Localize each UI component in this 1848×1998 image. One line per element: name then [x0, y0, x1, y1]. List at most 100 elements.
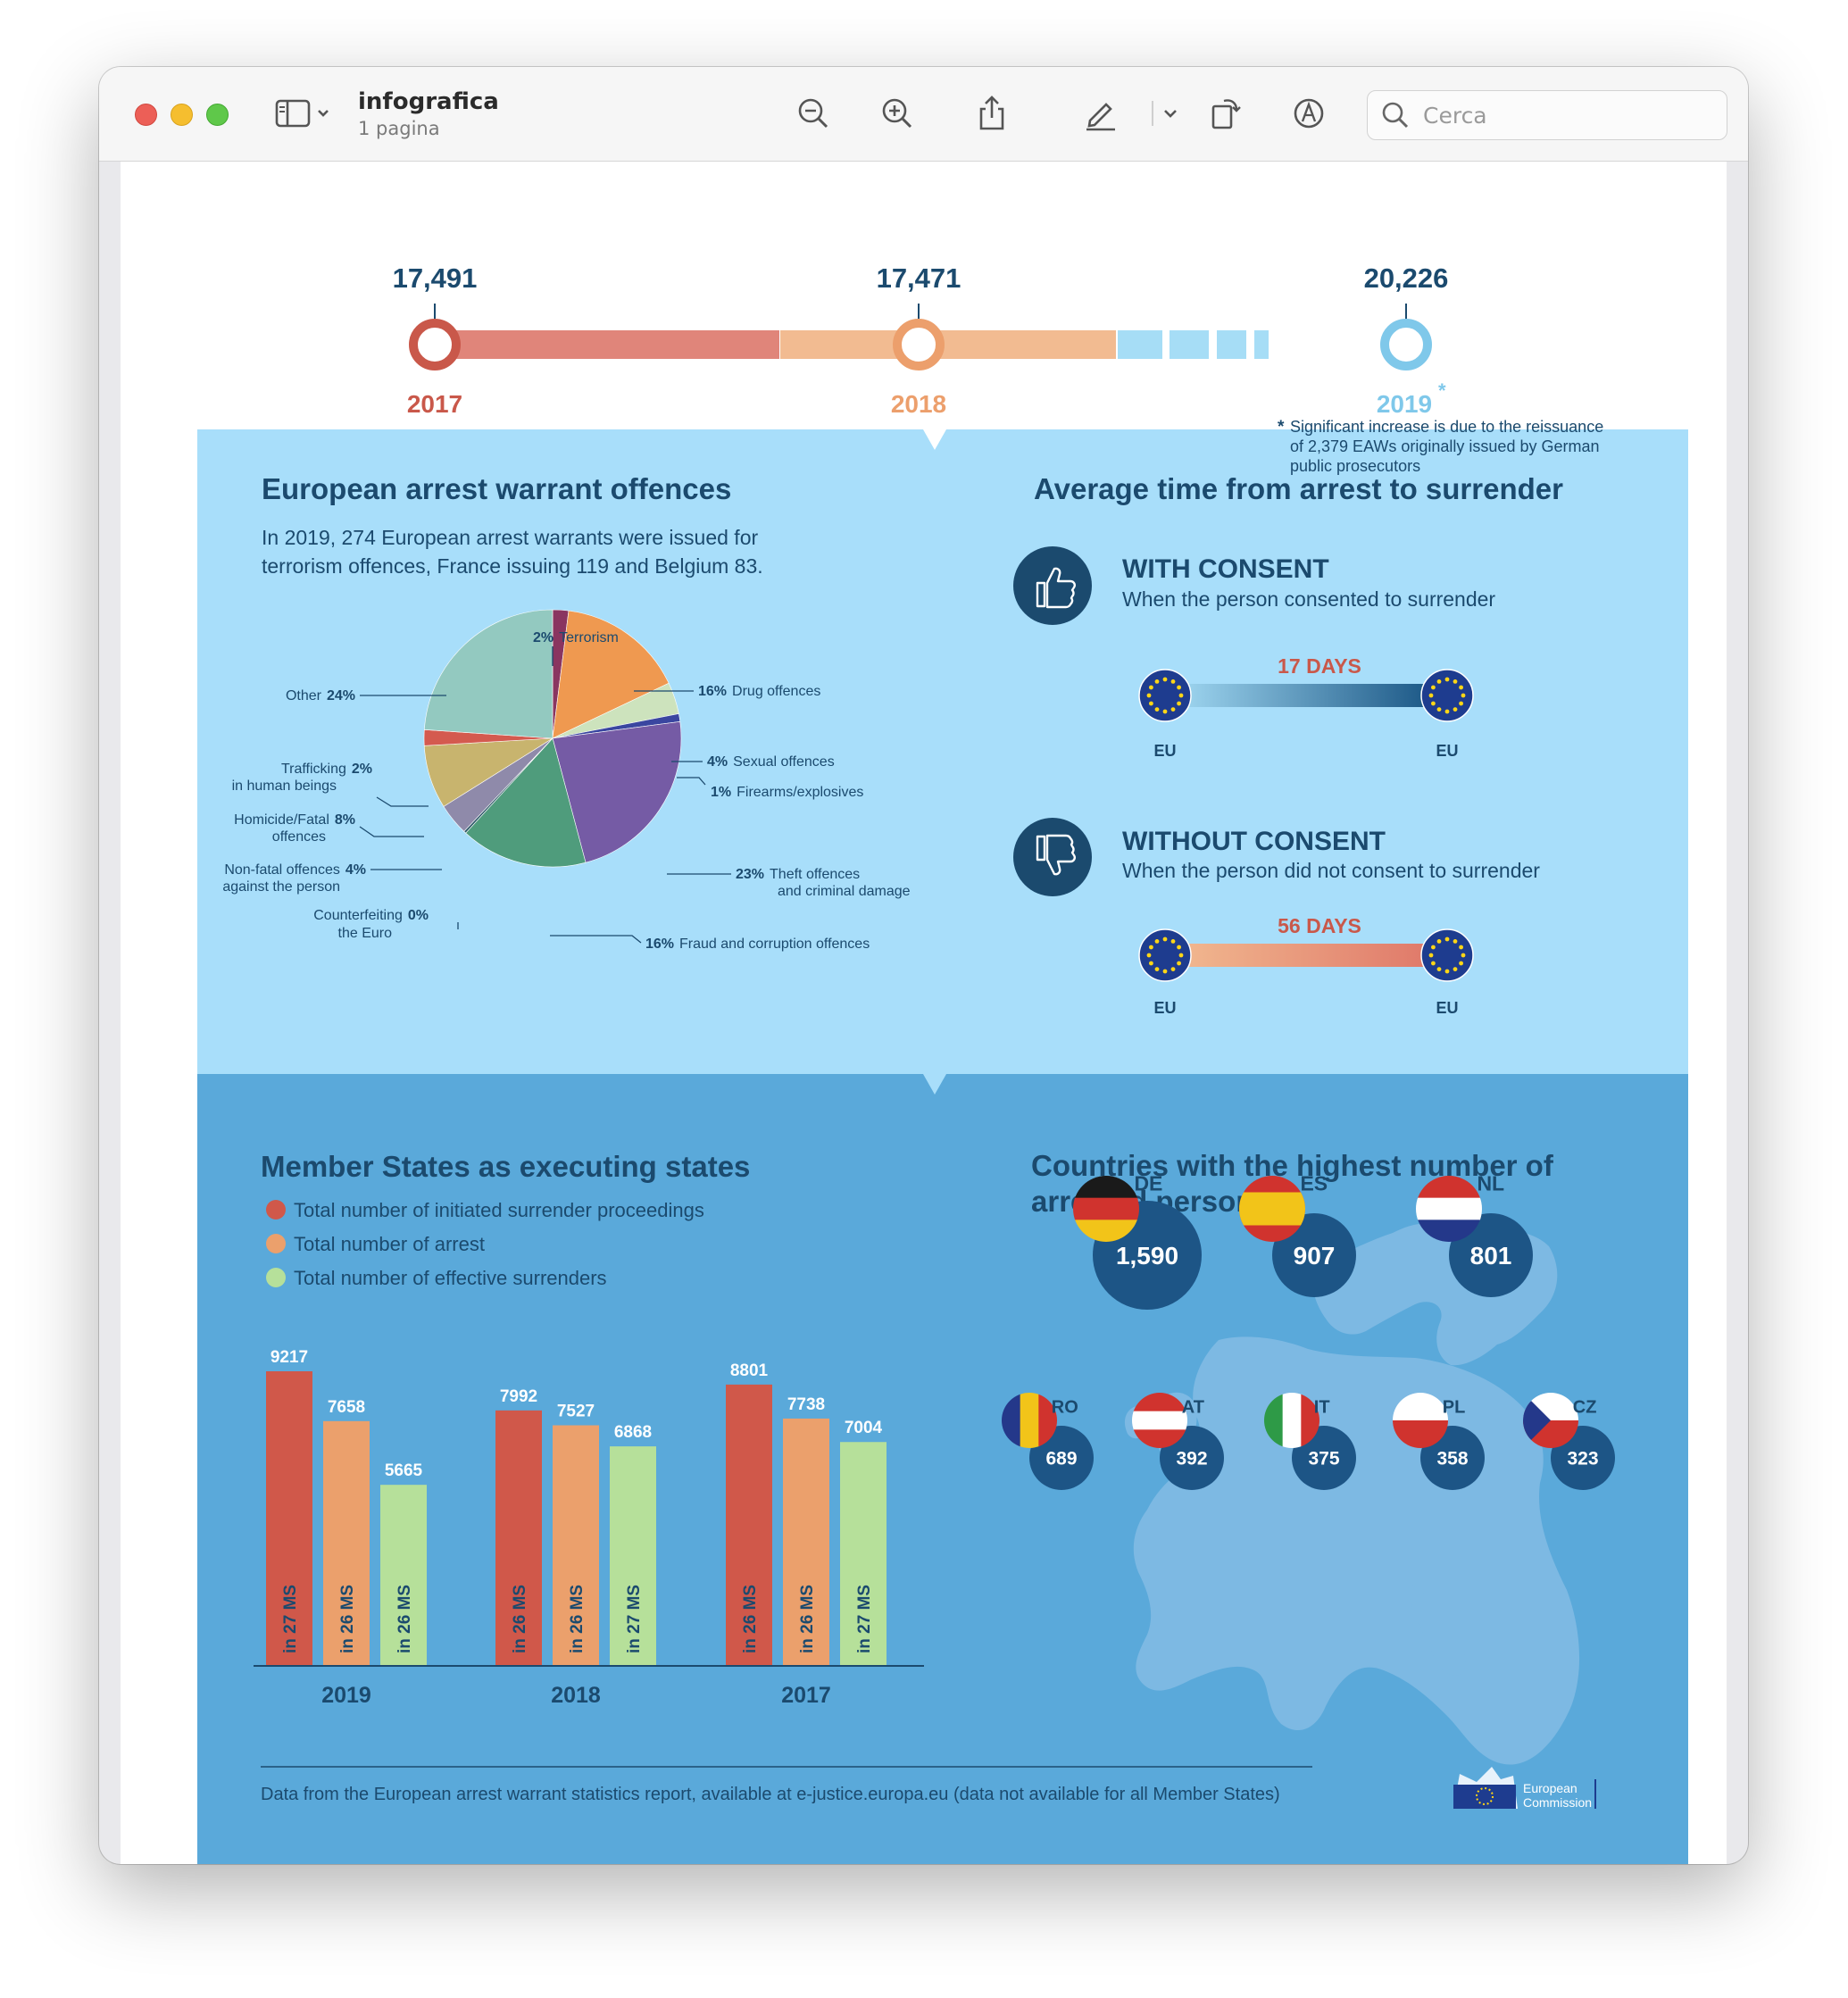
no-consent-description: When the person did not consent to surre… — [1122, 859, 1540, 882]
eu-star — [1428, 953, 1434, 958]
country-code: DE — [1134, 1172, 1162, 1195]
pie-label-counterfeit-line2: the Euro — [338, 926, 393, 941]
pie-slice-10 — [424, 609, 554, 739]
legend-item: Total number of effective surrenders — [294, 1267, 607, 1289]
section-notch — [923, 1074, 946, 1095]
bar-value-label: 7527 — [557, 1403, 595, 1421]
eu-star — [1461, 953, 1466, 958]
timeline-dash — [1217, 330, 1246, 359]
pie-label-terrorism: 2% Terrorism — [533, 630, 619, 645]
eu-star — [1453, 679, 1458, 684]
section-notch — [923, 429, 946, 450]
eu-flag-disc — [1138, 928, 1192, 982]
bar-value-label: 9217 — [271, 1348, 308, 1367]
pie-slice-5 — [465, 737, 587, 868]
country-value: 323 — [1567, 1449, 1598, 1469]
eu-star — [1149, 685, 1153, 690]
page-count: 1 pagina — [358, 118, 440, 139]
eu-star — [1154, 967, 1160, 971]
eu-star — [1170, 679, 1176, 684]
timeline-node-2019 — [1380, 319, 1432, 370]
eu-flag-icon — [1138, 669, 1192, 722]
bar-value-label: 7658 — [328, 1398, 365, 1417]
chevron-down-icon[interactable] — [1151, 94, 1186, 133]
markup-pen-icon[interactable] — [1081, 94, 1120, 133]
eu-star — [1162, 677, 1168, 682]
search-field[interactable]: Cerca — [1367, 90, 1727, 140]
infographic: 17,491 17,471 20,226 2017 2018 2019 * * … — [222, 262, 1615, 1810]
eu-star — [1170, 939, 1176, 944]
country-value: 689 — [1045, 1449, 1077, 1469]
bar-ms-label: in 26 MS — [798, 1585, 817, 1653]
logo-text: European — [1523, 1781, 1577, 1795]
sidebar-toggle-icon[interactable] — [274, 94, 335, 133]
timeline-value-2018: 17,471 — [877, 262, 961, 294]
eu-star — [1162, 937, 1168, 942]
timeline-value-2017: 17,491 — [393, 262, 478, 294]
bar-2017-1 — [783, 1418, 829, 1666]
asterisk-mark: * — [1438, 379, 1446, 402]
minimize-button[interactable] — [171, 104, 193, 126]
country-code: PL — [1443, 1397, 1466, 1417]
annotate-icon[interactable] — [1289, 94, 1328, 133]
bar-value-label: 8801 — [730, 1361, 769, 1380]
legend-item: Total number of arrest — [294, 1233, 485, 1255]
country-value: 375 — [1308, 1449, 1339, 1469]
search-icon — [1382, 102, 1409, 129]
bar-category-label: 2018 — [551, 1683, 601, 1708]
pie-label-nonfatal: Non-fatal offences 4% — [224, 862, 366, 878]
title-bar: infografica 1 pagina — [99, 67, 1748, 162]
thumbs-down-icon — [1013, 818, 1092, 896]
country-code: RO — [1052, 1397, 1078, 1417]
eu-star — [1146, 693, 1152, 698]
timeline-year-2018: 2018 — [891, 390, 946, 418]
country-value: 392 — [1176, 1449, 1207, 1469]
eu-label: EU — [1153, 742, 1176, 760]
eu-star — [1459, 961, 1463, 966]
eu-star — [1170, 707, 1176, 712]
close-button[interactable] — [135, 104, 157, 126]
eu-star — [1170, 967, 1176, 971]
share-icon[interactable] — [972, 94, 1011, 133]
eu-star — [1177, 685, 1181, 690]
eu-star — [1436, 967, 1442, 971]
eu-star — [1431, 961, 1436, 966]
country-value: 1,590 — [1116, 1242, 1178, 1270]
eu-star — [1444, 937, 1450, 942]
pie-label-fraud: 16% Fraud and corruption offences — [645, 937, 870, 952]
thumbs-up-icon — [1013, 546, 1092, 625]
eu-flag-disc — [1420, 669, 1474, 722]
no-consent-heading: WITHOUT CONSENT — [1122, 827, 1386, 856]
bar-2019-2 — [380, 1485, 427, 1666]
bar-ms-label: in 27 MS — [855, 1585, 874, 1653]
legend-swatch — [266, 1234, 286, 1253]
rotate-icon[interactable] — [1206, 94, 1245, 133]
zoom-out-icon[interactable] — [794, 94, 833, 133]
eu-star — [1154, 707, 1160, 712]
note-asterisk: * — [1278, 418, 1285, 437]
note-line: Significant increase is due to the reiss… — [1290, 418, 1603, 436]
pl-flag-icon — [1393, 1393, 1448, 1448]
zoom-in-icon[interactable] — [878, 94, 917, 133]
countries-title: Countries with the highest number of — [1031, 1149, 1554, 1182]
bar-ms-label: in 26 MS — [511, 1585, 529, 1653]
eu-star — [1149, 701, 1153, 706]
eu-star — [1453, 967, 1458, 971]
country-marker-ro: 689 RO — [1002, 1393, 1094, 1490]
consent-heading: WITH CONSENT — [1122, 554, 1329, 584]
legend-swatch — [266, 1268, 286, 1287]
logo-text: Commission — [1523, 1795, 1592, 1810]
search-placeholder: Cerca — [1423, 103, 1487, 129]
eu-star — [1453, 939, 1458, 944]
timeline-node-2017 — [409, 319, 461, 370]
country-marker-nl: 801 NL — [1416, 1172, 1533, 1297]
timeline-year-2019: 2019 — [1377, 390, 1432, 418]
pie-label-counterfeit: Counterfeiting 0% — [313, 908, 429, 923]
consent-description: When the person consented to surrender — [1122, 587, 1495, 611]
eu-star — [1461, 693, 1466, 698]
zoom-button[interactable] — [206, 104, 229, 126]
legend-swatch — [266, 1200, 286, 1220]
eu-star — [1177, 701, 1181, 706]
timeline-dash — [1254, 330, 1269, 359]
timeline-segment-2019 — [1118, 330, 1162, 359]
